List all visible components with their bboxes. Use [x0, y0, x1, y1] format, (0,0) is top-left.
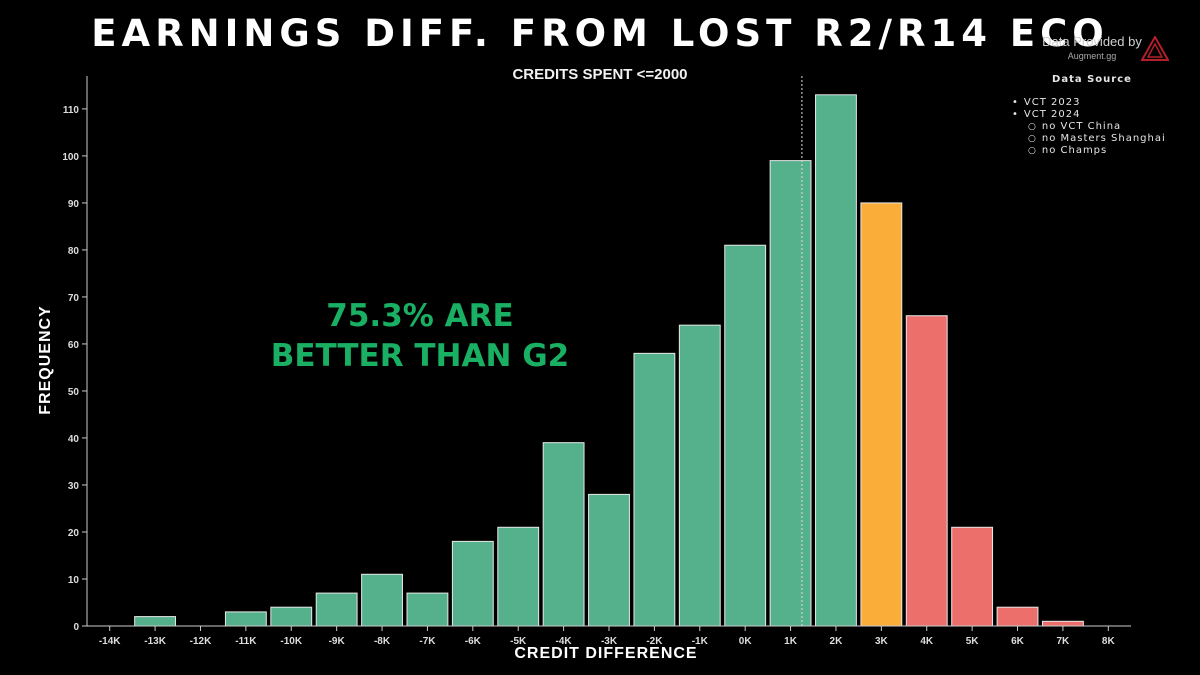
bar--10K: [270, 606, 313, 627]
x-tick-label: -11K: [235, 636, 257, 647]
y-tick-label: 110: [63, 105, 80, 116]
y-tick-label: 30: [68, 481, 80, 492]
chart-annotation: 75.3% ARE BETTER THAN G2: [240, 296, 600, 376]
x-tick-label: 1K: [784, 636, 798, 647]
x-tick-label: 2K: [830, 636, 844, 647]
x-tick-label: -1K: [692, 636, 709, 647]
bar-3K: [860, 202, 903, 627]
x-tick-label: -2K: [646, 636, 663, 647]
y-tick-label: 90: [68, 199, 80, 210]
x-tick-label: 4K: [920, 636, 934, 647]
x-tick-label: -6K: [465, 636, 482, 647]
data-source-item: VCT 2024: [1012, 109, 1172, 121]
bar-7K: [1041, 620, 1084, 627]
x-tick-label: -9K: [329, 636, 346, 647]
bar-1K: [769, 160, 812, 627]
x-tick-label: -12K: [190, 636, 212, 647]
data-source-subitem: no VCT China: [1012, 121, 1172, 133]
y-tick-label: 10: [68, 575, 80, 586]
x-tick-label: -8K: [374, 636, 391, 647]
bar--5K: [497, 526, 540, 627]
x-tick-label: -13K: [144, 636, 166, 647]
y-tick-label: 20: [68, 528, 80, 539]
y-tick-label: 60: [68, 340, 80, 351]
axes-group: -14K -13K -12K -11K -10K -9K -8K -7K -6K -5K -4K -3…: [62, 76, 1131, 647]
data-source-subitem: no Champs: [1012, 145, 1172, 157]
y-tick-label: 80: [68, 246, 80, 257]
annotation-line-1: 75.3% ARE: [326, 298, 514, 334]
x-tick-label: -3K: [601, 636, 618, 647]
bar--2K: [633, 352, 676, 627]
bar--8K: [361, 573, 403, 627]
bar-0K: [724, 244, 767, 627]
y-axis-label: FREQUENCY: [37, 305, 54, 415]
bar--3K: [588, 493, 630, 627]
x-tick-label: 3K: [875, 636, 889, 647]
x-tick-label: -14K: [99, 636, 121, 647]
x-tick-label: 6K: [1011, 636, 1025, 647]
chart-title: EARNINGS DIFF. FROM LOST R2/R14 ECO: [91, 12, 1109, 55]
bar-5K: [951, 526, 994, 627]
x-tick-label: 7K: [1057, 636, 1071, 647]
x-tick-label: -5K: [510, 636, 527, 647]
x-tick-label: 5K: [966, 636, 980, 647]
bar--13K: [134, 616, 177, 627]
provider-site: Augment.gg: [1067, 51, 1117, 61]
x-tick-label: -4K: [556, 636, 573, 647]
provider-label: Data Provided by: [1042, 34, 1142, 49]
bar--4K: [542, 442, 585, 627]
data-source-subitem: no Masters Shanghai: [1012, 133, 1172, 145]
bar--11K: [224, 611, 267, 627]
data-source-item: VCT 2023: [1012, 97, 1172, 109]
y-tick-label: 100: [62, 152, 79, 163]
bar--1K: [678, 324, 721, 627]
annotation-line-2: BETTER THAN G2: [270, 338, 570, 374]
x-tick-label: 0K: [739, 636, 753, 647]
y-tick-label: 50: [68, 387, 80, 398]
bar--6K: [451, 540, 494, 627]
chart-subtitle: CREDITS SPENT <=2000: [512, 66, 688, 83]
bar-6K: [996, 606, 1039, 627]
data-source-box: Data Source VCT 2023 VCT 2024 no VCT Chi…: [1012, 74, 1172, 157]
bar-4K: [905, 315, 948, 627]
y-tick-label: 40: [68, 434, 80, 445]
data-provider: Data Provided by Augment.gg: [1042, 34, 1142, 61]
x-tick-label: -10K: [280, 636, 302, 647]
bar-2K: [815, 94, 857, 627]
x-tick-label: -7K: [419, 636, 436, 647]
bar--9K: [315, 592, 358, 627]
bar--7K: [406, 592, 449, 627]
x-tick-label: 8K: [1102, 636, 1116, 647]
y-tick-label: 70: [68, 293, 80, 304]
x-axis-label: CREDIT DIFFERENCE: [514, 645, 698, 662]
y-tick-label: 0: [73, 622, 79, 633]
data-source-title: Data Source: [1052, 74, 1132, 85]
bars-group: [134, 94, 1084, 627]
augment-logo-icon: [1141, 36, 1169, 61]
